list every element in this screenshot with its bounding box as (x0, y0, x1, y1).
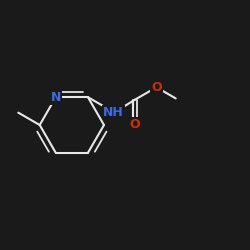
Text: O: O (151, 81, 162, 94)
Text: NH: NH (103, 106, 124, 118)
Text: N: N (50, 91, 61, 104)
Text: O: O (130, 118, 140, 131)
